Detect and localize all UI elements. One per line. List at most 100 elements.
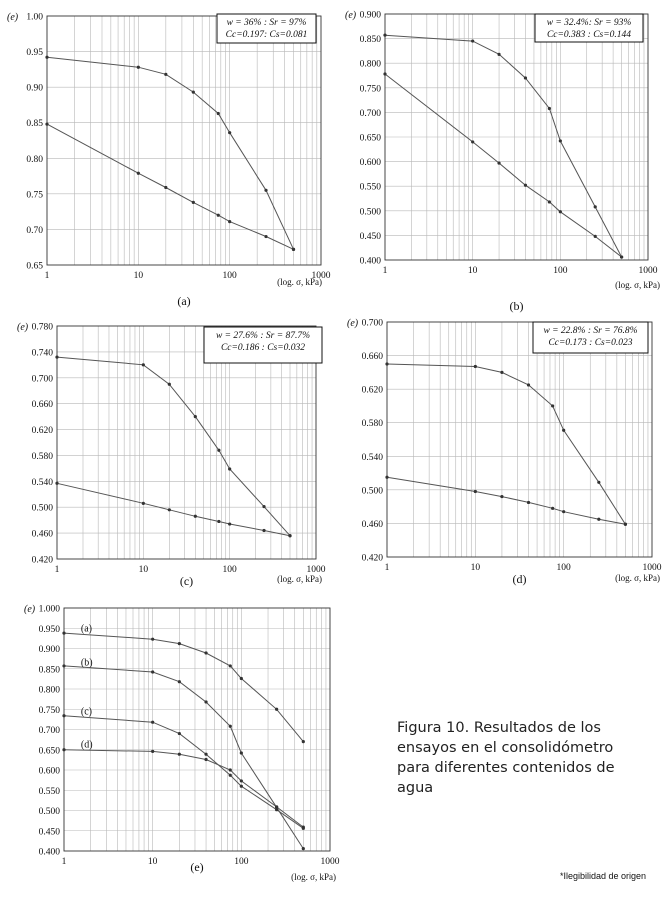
x-tick-label: 10 [139,565,149,575]
series-line-1 [384,34,623,258]
data-point [177,731,181,736]
legend-entry: Cc=0.197: Cs=0.081 [226,30,308,40]
data-point [217,448,221,452]
x-axis-label: (log. σ, kPa) [277,574,322,584]
y-tick-label: 0.65 [26,262,43,272]
data-point [593,205,597,209]
y-tick-label: 0.500 [360,207,382,217]
curve-label: (c) [81,706,92,717]
y-tick-label: 0.650 [360,134,382,144]
y-tick-label: 0.550 [360,183,382,193]
data-point [526,500,531,505]
data-point [55,355,59,359]
curve-label: (d) [81,739,93,750]
data-point [167,508,171,512]
data-point [500,370,504,374]
y-tick-label: 0.460 [362,520,384,530]
y-tick-label: 0.80 [26,155,43,165]
plot-frame [46,15,322,266]
y-tick-label: 0.580 [362,419,384,429]
y-tick-label: 0.450 [39,827,61,837]
data-point [177,642,181,646]
chart-panel-2: 0.400 0.450 0.500 0.550 0.600 0.650 0.700 0.750… [345,10,660,313]
legend-entry: w = 27.6% : Sr = 87.7% [216,331,310,341]
plot-frame [63,607,331,852]
x-tick-label: 1000 [321,857,340,867]
x-tick-label: 1000 [639,266,658,276]
legend-entry: w = 36% : Sr = 97% [227,18,307,28]
y-tick-label: 0.460 [32,530,54,540]
y-tick-label: 0.420 [362,554,384,564]
y-tick-label: 1.000 [39,605,61,615]
y-tick-label: 0.780 [32,323,54,333]
series-line-1 [386,363,626,525]
series-line-2 [63,665,304,849]
y-tick-label: 0.70 [26,226,43,236]
data-point [623,522,628,526]
plot-frame [386,321,653,558]
y-tick-label: 0.750 [39,706,61,716]
data-point [239,784,243,788]
legend-entry: Cc=0.173 : Cs=0.023 [548,338,632,348]
data-point [275,805,279,809]
data-point [62,664,66,668]
data-point [164,185,168,190]
x-axis-label: (log. σ, kPa) [615,280,660,290]
data-point [473,364,477,369]
y-tick-label: 0.620 [362,386,384,396]
x-tick-label: 1 [45,271,50,281]
x-tick-label: 1000 [307,565,326,575]
y-tick-label: 0.800 [39,686,61,696]
y-tick-label: 0.900 [39,645,61,655]
y-axis-label: (e) [17,322,29,333]
data-point [597,517,601,521]
data-point [385,475,389,479]
series-line-1 [56,356,291,537]
data-point [55,481,59,485]
data-point [562,510,566,514]
x-tick-label: 100 [223,565,238,575]
chart-panel-5: 0.400 0.450 0.500 0.550 0.600 0.650 0.700 0.750… [24,604,340,882]
y-tick-label: 0.620 [32,426,54,436]
y-tick-label: 0.600 [39,767,61,777]
data-point [228,220,232,224]
y-tick-label: 0.540 [362,453,384,463]
y-tick-label: 0.400 [39,848,61,858]
data-point [141,363,145,367]
panel-label: (c) [180,574,193,588]
data-point [385,362,389,366]
data-point [193,415,197,419]
y-tick-label: 0.700 [362,319,384,329]
x-tick-label: 100 [223,271,238,281]
data-point [383,33,387,37]
data-point [151,720,155,724]
x-axis-label: (log. σ, kPa) [291,872,336,882]
x-tick-label: 100 [553,266,568,276]
data-point [275,808,279,812]
legend-entry: Cc=0.186 : Cs=0.032 [221,343,305,353]
data-point [562,428,566,432]
series-line-2 [46,123,294,250]
data-point [228,467,232,471]
data-point [264,188,268,192]
data-point [136,65,140,69]
legend-box [534,13,644,43]
data-point [264,234,268,239]
data-point [151,749,155,753]
data-point [228,664,232,668]
x-tick-label: 1 [385,563,390,573]
data-point [526,383,531,387]
data-point [262,528,266,533]
chart-panel-3: 0.420 0.460 0.500 0.540 0.580 0.620 0.660 0.700… [17,322,326,588]
data-point [217,519,221,524]
y-tick-label: 0.850 [39,665,61,675]
y-tick-label: 0.740 [32,348,54,358]
data-point [275,707,279,711]
panel-label: (e) [190,860,203,874]
y-tick-label: 0.750 [360,84,382,94]
data-point [136,171,140,175]
data-point [177,680,181,684]
data-point [228,773,232,777]
y-tick-label: 1.00 [26,13,43,23]
